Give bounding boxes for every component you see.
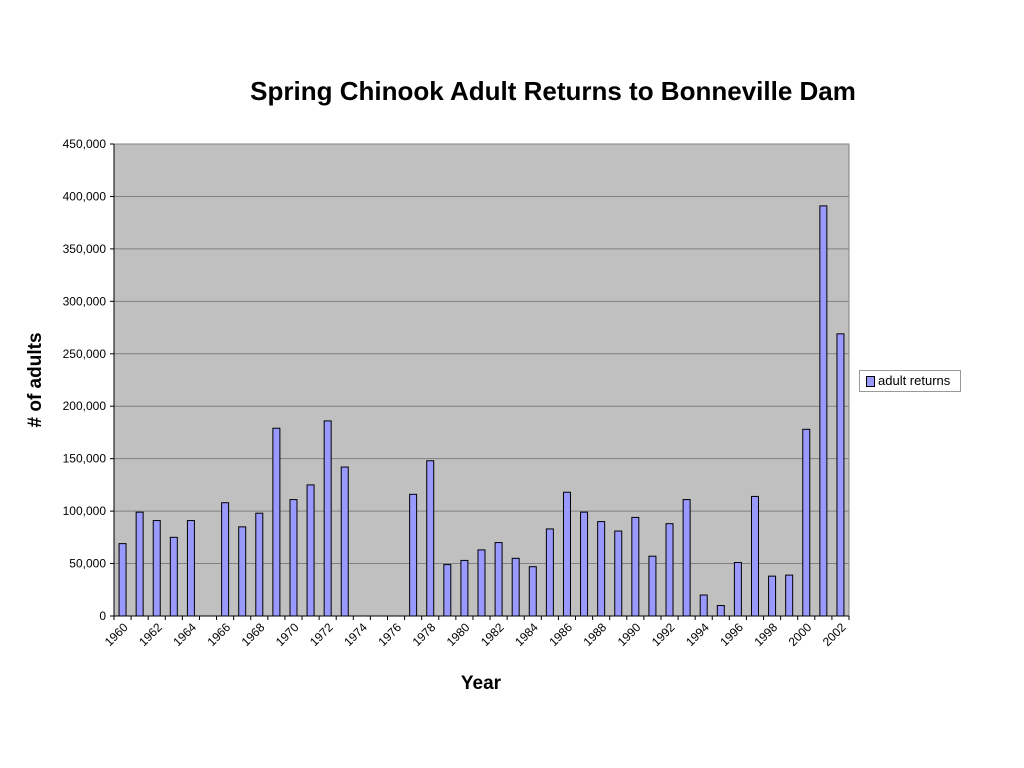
bar-2002	[836, 333, 845, 617]
bar-1994	[699, 594, 708, 617]
x-tick-label: 1976	[375, 620, 404, 649]
bar-1997	[750, 495, 759, 617]
bar-1964	[186, 520, 195, 617]
bar-2000	[802, 428, 811, 617]
legend-label: adult returns	[878, 373, 951, 388]
bar-1983	[511, 557, 520, 617]
bar-1979	[443, 564, 452, 617]
y-tick-label: 350,000	[63, 242, 107, 256]
bar-1981	[477, 549, 486, 617]
x-tick-label: 1998	[751, 620, 780, 649]
x-tick-label: 1974	[341, 620, 370, 649]
bar-1972	[323, 420, 332, 617]
x-tick-label: 1964	[170, 620, 199, 649]
bar-1992	[665, 523, 674, 617]
x-tick-label: 1968	[239, 620, 268, 649]
x-tick-label: 1972	[307, 620, 336, 649]
y-tick-label: 200,000	[63, 399, 107, 413]
bar-1978	[426, 460, 435, 617]
bar-1998	[768, 575, 777, 617]
x-tick-label: 1970	[273, 620, 302, 649]
bar-2001	[819, 205, 828, 617]
bar-1995	[716, 605, 725, 617]
y-tick-label: 50,000	[69, 557, 106, 571]
x-tick-label: 2002	[820, 620, 849, 649]
bar-1999	[785, 574, 794, 617]
bar-1967	[238, 526, 247, 617]
bar-1985	[545, 528, 554, 617]
x-tick-label: 1982	[478, 620, 507, 649]
bar-1984	[528, 566, 537, 617]
bar-1966	[221, 502, 230, 617]
x-tick-label: 1994	[683, 620, 712, 649]
x-tick-label: 2000	[786, 620, 815, 649]
bar-1977	[409, 493, 418, 617]
bar-1980	[460, 559, 469, 617]
x-tick-label: 1966	[204, 620, 233, 649]
y-tick-label: 300,000	[63, 294, 107, 308]
x-tick-label: 1988	[580, 620, 609, 649]
y-tick-label: 150,000	[63, 452, 107, 466]
x-tick-label: 1960	[102, 620, 131, 649]
x-tick-label: 1978	[410, 620, 439, 649]
legend: adult returns	[859, 370, 961, 392]
legend-swatch	[866, 376, 875, 387]
bar-1969	[272, 427, 281, 617]
bar-1970	[289, 499, 298, 617]
y-tick-label: 450,000	[63, 137, 107, 151]
bar-1963	[169, 536, 178, 617]
gridlines	[114, 195, 849, 565]
bar-1962	[152, 520, 161, 617]
bar-1982	[494, 542, 503, 617]
bar-1993	[682, 499, 691, 617]
bar-1971	[306, 484, 315, 617]
x-tick-label: 1990	[615, 620, 644, 649]
x-tick-label: 1996	[717, 620, 746, 649]
y-axis: 0 50,000 100,000 150,000 200,000 250,000 300,0…	[63, 137, 115, 623]
x-axis-label: Year	[461, 673, 502, 694]
bar-1990	[631, 516, 640, 617]
x-tick-label: 1986	[546, 620, 575, 649]
x-tick-label: 1984	[512, 620, 541, 649]
y-tick-label: 100,000	[63, 504, 107, 518]
bar-1968	[255, 512, 264, 617]
x-tick-label: 1980	[444, 620, 473, 649]
bar-1961	[135, 511, 144, 617]
bars	[118, 205, 845, 617]
bar-1960	[118, 543, 127, 617]
bar-1989	[614, 530, 623, 617]
x-axis: 1960 1962 1964 1966 1968 1970 1972 1974 1976 1978…	[102, 615, 850, 649]
bar-1986	[562, 491, 571, 617]
y-tick-label: 400,000	[63, 189, 107, 203]
chart-title: Spring Chinook Adult Returns to Bonnevil…	[250, 76, 856, 106]
x-tick-label: 1992	[649, 620, 678, 649]
bar-1988	[597, 521, 606, 617]
y-axis-label: # of adults	[25, 332, 46, 427]
bar-1973	[340, 466, 349, 617]
x-tick-label: 1962	[136, 620, 165, 649]
y-tick-label: 0	[99, 609, 106, 623]
y-tick-label: 250,000	[63, 347, 107, 361]
bar-1991	[648, 555, 657, 617]
plot-area	[113, 143, 850, 617]
bar-1987	[580, 511, 589, 617]
bar-1996	[733, 562, 742, 617]
